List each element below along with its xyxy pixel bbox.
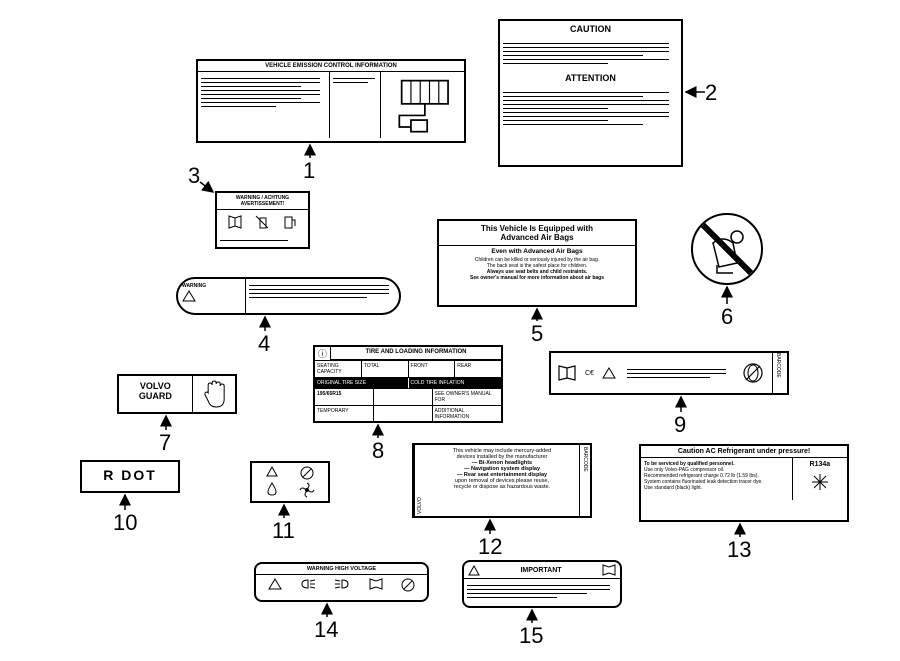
callout-14: 14 xyxy=(314,617,338,643)
callout-11: 11 xyxy=(272,518,295,544)
callout-10: 10 xyxy=(113,510,137,536)
compliance-icons-label: C€ BARCODE xyxy=(549,351,789,395)
rdot-label: R DOT xyxy=(80,460,180,493)
callout-2: 2 xyxy=(705,80,717,106)
caution-heading: CAUTION xyxy=(500,21,681,37)
book-icon xyxy=(602,564,616,576)
callout-6: 6 xyxy=(721,304,733,330)
callout-8: 8 xyxy=(372,438,384,464)
warning-triangle-icon xyxy=(266,466,278,477)
row-text: SEATING CAPACITY xyxy=(315,361,362,377)
book-icon xyxy=(227,214,243,230)
r134a-text: R134a xyxy=(796,461,844,468)
label-title: WARNING HIGH VOLTAGE xyxy=(256,564,427,575)
triangle-icon xyxy=(182,290,196,302)
book-icon xyxy=(369,578,383,590)
rdot-text: R DOT xyxy=(82,462,178,483)
callout-5: 5 xyxy=(531,321,543,347)
no-symbol-icon xyxy=(742,362,764,384)
callout-15: 15 xyxy=(519,623,543,649)
tire-loading-label: ⓘ TIRE AND LOADING INFORMATION SEATING C… xyxy=(313,345,503,423)
warning-multilang-label: WARNING / ACHTUNG AVERTISSEMENT! xyxy=(215,191,310,249)
callout-1: 1 xyxy=(303,158,315,184)
label-title: Caution AC Refrigerant under pressure! xyxy=(641,446,847,458)
no-touch-icon xyxy=(401,578,415,592)
callout-12: 12 xyxy=(478,534,502,560)
warning-text: WARNING xyxy=(182,283,241,289)
triangle-icon xyxy=(468,565,480,576)
engine-diagram-icon xyxy=(385,76,460,134)
volvo-guard-label: VOLVO GUARD xyxy=(117,374,237,414)
important-label: IMPORTANT xyxy=(462,560,622,608)
callout-13: 13 xyxy=(727,537,751,563)
warning-strip-label: WARNING xyxy=(176,277,401,315)
callout-9: 9 xyxy=(674,412,686,438)
high-voltage-label: WARNING HIGH VOLTAGE xyxy=(254,562,429,602)
airbag-header: This Vehicle Is Equipped with Advanced A… xyxy=(439,221,635,246)
no-spray-icon xyxy=(254,214,270,230)
headlight-icon xyxy=(300,578,316,590)
droplet-icon xyxy=(266,482,278,496)
mercury-line: recycle or dispose as hazardous waste. xyxy=(428,484,576,490)
book-icon xyxy=(557,364,577,382)
caution-attention-label: CAUTION ATTENTION xyxy=(498,19,683,167)
emission-control-label: VEHICLE EMISSION CONTROL INFORMATION xyxy=(196,59,466,143)
no-hand-icon xyxy=(300,466,314,480)
snowflake-icon xyxy=(810,472,830,492)
ac-line: Use standard (black) light. xyxy=(644,485,789,491)
hand-icon xyxy=(196,379,232,409)
callout-7: 7 xyxy=(159,430,171,456)
guard-text: VOLVO GUARD xyxy=(119,376,192,402)
attention-heading: ATTENTION xyxy=(500,70,681,86)
row-text: 195/65R15 xyxy=(315,389,374,405)
airbag-sub: Even with Advanced Air Bags xyxy=(439,246,635,257)
label-title: WARNING / ACHTUNG AVERTISSEMENT! xyxy=(217,193,308,210)
fan-icon xyxy=(299,482,315,498)
label-title: VEHICLE EMISSION CONTROL INFORMATION xyxy=(198,61,464,72)
callout-4: 4 xyxy=(258,331,270,357)
ac-refrigerant-label: Caution AC Refrigerant under pressure! T… xyxy=(639,444,849,522)
airbag-label: This Vehicle Is Equipped with Advanced A… xyxy=(437,219,637,307)
airbag-line: See owner's manual for more information … xyxy=(442,275,632,281)
row-text: TEMPORARY xyxy=(315,406,374,422)
label-title: TIRE AND LOADING INFORMATION xyxy=(331,347,501,360)
mercury-devices-label: VOLVO This vehicle may include mercury-a… xyxy=(412,443,592,518)
fuel-icon xyxy=(282,214,298,230)
triangle-icon xyxy=(602,367,616,379)
headlight-icon xyxy=(334,578,350,590)
label-title: IMPORTANT xyxy=(480,567,602,574)
triangle-icon xyxy=(268,578,282,590)
no-child-seat-icon xyxy=(691,213,763,285)
callout-3: 3 xyxy=(188,163,200,189)
fan-warning-label xyxy=(250,461,330,503)
